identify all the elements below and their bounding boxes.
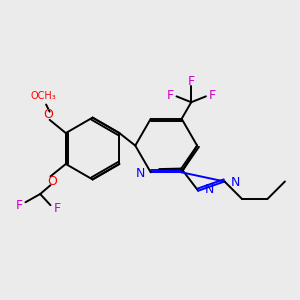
Text: O: O bbox=[43, 108, 53, 121]
Text: N: N bbox=[231, 176, 240, 189]
Text: OCH₃: OCH₃ bbox=[31, 91, 57, 101]
Text: F: F bbox=[167, 89, 174, 102]
Text: N: N bbox=[136, 167, 146, 180]
Text: F: F bbox=[209, 89, 216, 102]
Text: F: F bbox=[15, 199, 22, 212]
Text: N: N bbox=[205, 183, 214, 196]
Text: F: F bbox=[188, 74, 195, 88]
Text: O: O bbox=[47, 175, 57, 188]
Text: F: F bbox=[53, 202, 61, 215]
